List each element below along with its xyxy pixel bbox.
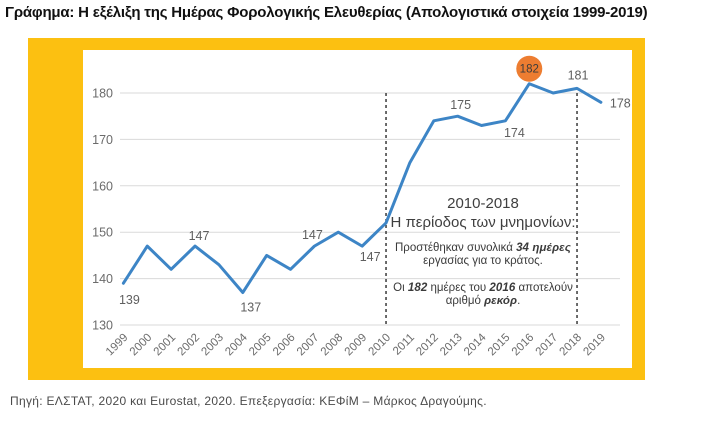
note2-emphasis-182: 182 <box>407 282 428 294</box>
data-point-label: 139 <box>119 293 140 307</box>
note2-text-mid1: ημέρες του <box>427 282 490 294</box>
data-point-label: 178 <box>610 96 631 110</box>
x-axis-tick-label: 2011 <box>391 332 417 358</box>
x-axis-tick-label: 2003 <box>199 332 226 359</box>
x-axis-tick-label: 2000 <box>128 332 155 359</box>
data-point-label: 137 <box>240 301 261 315</box>
x-axis-tick-label: 2005 <box>247 332 274 359</box>
y-axis-tick-label: 130 <box>92 319 113 333</box>
source-note: Πηγή: ΕΛΣΤΑΤ, 2020 και Eurostat, 2020. Ε… <box>10 394 487 408</box>
note2-text-mid2: αποτελούν αριθμό <box>445 282 573 307</box>
trend-line <box>121 82 603 295</box>
x-axis-tick-label: 2004 <box>223 331 250 358</box>
x-axis-tick-label: 1999 <box>104 332 131 359</box>
tax-freedom-day-line-chart: 1301401501601701801999200020012002200320… <box>92 55 631 359</box>
x-axis-tick-label: 2014 <box>462 331 489 358</box>
data-point-label: 175 <box>450 98 471 112</box>
x-axis-tick-label: 2015 <box>486 332 513 359</box>
note2-text-end: . <box>517 295 521 307</box>
note2-emphasis-record: ρεκόρ <box>484 295 518 307</box>
x-axis-tick-label: 2002 <box>176 332 203 359</box>
x-axis-tick-label: 2010 <box>367 332 394 359</box>
x-axis-tick-label: 2008 <box>319 332 346 359</box>
y-axis-tick-label: 140 <box>92 272 113 286</box>
note2-emphasis-2016: 2016 <box>489 282 516 294</box>
x-axis-tick-label: 2017 <box>534 332 561 359</box>
y-axis-tick-label: 150 <box>92 226 113 240</box>
x-axis-tick-label: 2012 <box>414 332 441 359</box>
chart-frame: 130 140 150 160 170 180 1999 2000 2001 2002 2003 20… <box>28 38 645 380</box>
x-axis-tick-label: 2019 <box>581 332 608 359</box>
y-axis-tick-label: 170 <box>92 133 113 147</box>
data-point-label: 174 <box>504 126 525 140</box>
x-axis-tick-label: 2016 <box>510 332 537 359</box>
record-highlight-value: 182 <box>520 64 539 76</box>
x-axis-tick-label: 2007 <box>295 332 322 359</box>
note1-emphasis: 34 ημέρες <box>516 242 571 254</box>
data-point-label: 181 <box>568 68 589 82</box>
x-axis-tick-label: 2013 <box>438 332 465 359</box>
record-highlight-circle <box>516 55 543 82</box>
annotation-subtitle: Η περίοδος των μνημονίων: <box>390 214 576 231</box>
data-point-label: 147 <box>302 228 323 242</box>
page-title: Γράφημα: Η εξέλιξη της Ημέρας Φορολογική… <box>5 4 648 21</box>
chart-plot-area: 130 140 150 160 170 180 1999 2000 2001 2002 2003 20… <box>83 50 632 368</box>
data-point-label: 147 <box>189 229 210 243</box>
note1-text: Προστέθηκαν συνολικά <box>394 242 517 254</box>
data-point-label: 147 <box>360 250 381 264</box>
note2-text: Οι <box>393 282 408 294</box>
x-axis-tick-label: 2001 <box>152 332 179 359</box>
annotation-note-days-added: Προστέθηκαν συνολικά 34 ημέρες εργασίας … <box>379 242 587 268</box>
x-axis-tick-label: 2009 <box>343 332 370 359</box>
y-axis-tick-label: 180 <box>92 87 113 101</box>
annotation-period: 2010-2018 <box>447 195 519 212</box>
x-axis-tick-label: 2018 <box>558 332 585 359</box>
y-axis-tick-label: 160 <box>92 179 113 193</box>
note1-text-end: εργασίας για το κράτος. <box>423 255 543 267</box>
memorandum-annotation: 2010-2018 Η περίοδος των μνημονίων: Προσ… <box>379 194 587 308</box>
x-axis-tick-label: 2006 <box>271 332 298 359</box>
annotation-note-record: Οι 182 ημέρες του 2016 αποτελούν αριθμό … <box>379 282 587 308</box>
